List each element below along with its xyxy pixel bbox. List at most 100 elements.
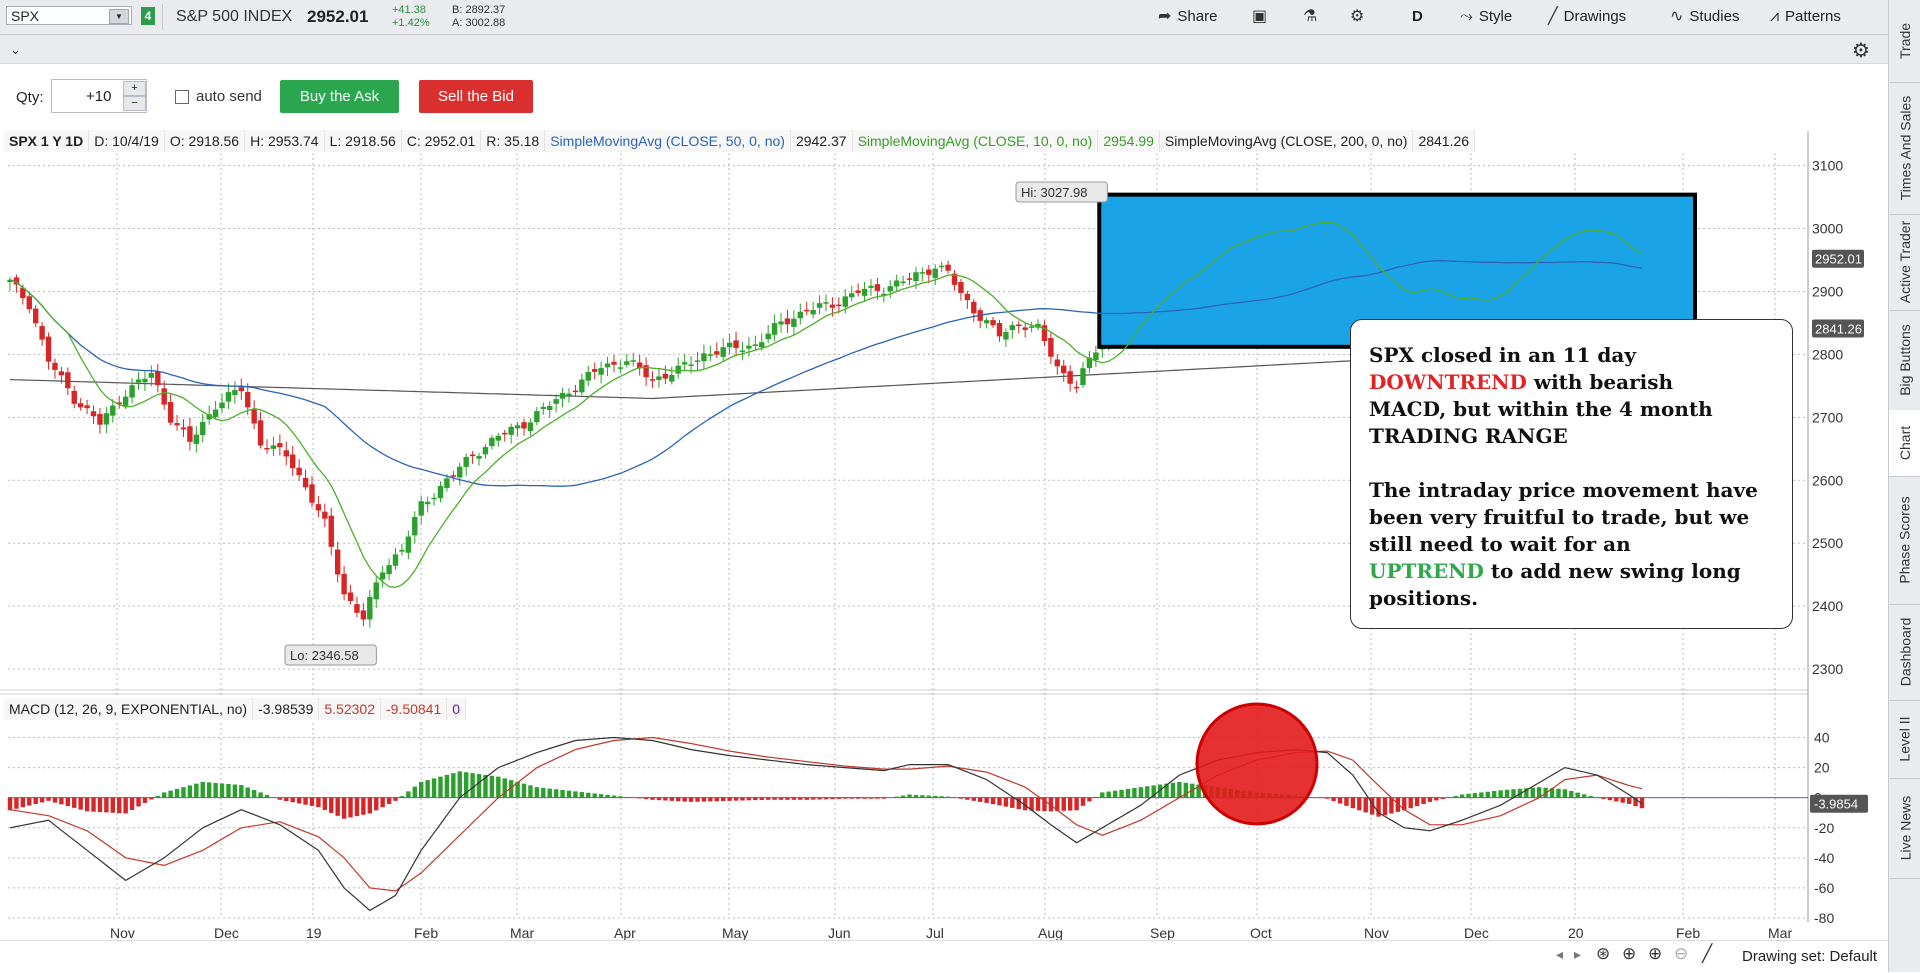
macd-hist-bar xyxy=(972,798,976,801)
sma10-label[interactable]: SimpleMovingAvg (CLOSE, 10, 0, no) xyxy=(853,130,1099,152)
aggregation-button[interactable]: D xyxy=(1412,5,1423,29)
reset-zoom-icon[interactable]: ⊛ xyxy=(1596,944,1610,964)
scroll-right-icon[interactable]: ▸ xyxy=(1574,946,1581,963)
side-tab-phase-scores[interactable]: Phase Scores xyxy=(1889,476,1920,605)
x-tick-label: Apr xyxy=(614,925,636,940)
annotation-box[interactable]: SPX closed in an 11 day DOWNTREND with b… xyxy=(1350,319,1793,629)
candle-body xyxy=(920,272,925,274)
macd-hist-bar xyxy=(1505,790,1509,798)
macd-hist-bar xyxy=(798,798,802,800)
chart-settings-gear-icon[interactable]: ⚙ xyxy=(1852,38,1870,63)
macd-hist-bar xyxy=(734,798,738,801)
qty-increment-button[interactable]: + xyxy=(123,81,146,96)
candle-body xyxy=(271,445,276,448)
macd-hist-bar xyxy=(1126,789,1130,798)
alerts-button[interactable]: ▣ xyxy=(1252,5,1267,29)
candle-body xyxy=(598,368,603,375)
side-tab-times-and-sales[interactable]: Times And Sales xyxy=(1889,82,1920,215)
period-label[interactable]: SPX 1 Y 1D xyxy=(4,130,89,152)
macd-hist-bar xyxy=(1383,798,1387,815)
macd-hist-bar xyxy=(1100,792,1104,797)
macd-hist-bar xyxy=(792,798,796,800)
drawing-tool-icon[interactable]: ╱ xyxy=(1702,944,1712,964)
macd-hist-bar xyxy=(1068,798,1072,811)
side-tab-live-news[interactable]: Live News xyxy=(1889,778,1920,879)
auto-send-checkbox[interactable] xyxy=(175,90,189,104)
sma200-label[interactable]: SimpleMovingAvg (CLOSE, 200, 0, no) xyxy=(1160,130,1414,152)
side-tab-active-trader[interactable]: Active Trader xyxy=(1889,214,1920,311)
share-button[interactable]: ➦Share xyxy=(1158,5,1217,29)
zoom-out-icon[interactable]: ⊖ xyxy=(1674,944,1688,964)
side-tab-level-ii[interactable]: Level II xyxy=(1889,700,1920,779)
candle-body xyxy=(483,447,488,454)
candle-body xyxy=(939,266,944,268)
candle-body xyxy=(341,574,346,594)
macd-hist-bar xyxy=(901,796,905,798)
style-button[interactable]: ⤳Style xyxy=(1460,5,1512,29)
macd-hist-bar xyxy=(573,791,577,797)
studies-icon: ∿ xyxy=(1670,5,1683,29)
macd-hist-bar xyxy=(548,789,552,798)
candle-body xyxy=(219,403,224,408)
toolbar-divider xyxy=(162,4,163,30)
macd-hist-bar xyxy=(554,789,558,797)
x-tick-label: Mar xyxy=(510,925,534,940)
chevron-down-icon[interactable]: ▼ xyxy=(109,9,129,24)
drawing-set-label[interactable]: Drawing set: Default xyxy=(1742,948,1877,965)
net-change: +41.38+1.42% xyxy=(392,4,430,30)
macd-hist-bar xyxy=(432,778,436,797)
link-badge[interactable]: 4 xyxy=(141,7,155,25)
studies-button[interactable]: ∿Studies xyxy=(1670,5,1739,29)
sma50-label[interactable]: SimpleMovingAvg (CLOSE, 50, 0, no) xyxy=(545,130,791,152)
sell-bid-button[interactable]: Sell the Bid xyxy=(419,80,533,113)
symbol-input[interactable]: SPX▼ xyxy=(6,6,132,25)
candle-body xyxy=(984,320,989,323)
macd-hist-bar xyxy=(136,798,140,807)
candle-body xyxy=(1022,327,1027,330)
macd-hist-bar xyxy=(342,798,346,819)
collapse-chevron-icon[interactable]: ⌄ xyxy=(10,42,21,58)
candle-body xyxy=(1016,325,1021,327)
candle-body xyxy=(708,354,713,356)
macd-hist-bar xyxy=(297,798,301,804)
macd-hist-bar xyxy=(175,789,179,798)
macd-hist-bar xyxy=(226,784,230,798)
candle-body xyxy=(926,270,931,275)
x-tick-label: Jul xyxy=(926,925,944,940)
side-tab-chart[interactable]: Chart xyxy=(1889,410,1920,477)
candle-body xyxy=(688,364,693,366)
macd-hist-bar xyxy=(1498,790,1502,797)
candle-body xyxy=(97,414,102,425)
macd-label[interactable]: MACD (12, 26, 9, EXPONENTIAL, no) xyxy=(4,698,253,720)
candle-body xyxy=(810,310,815,314)
macd-hist-bar xyxy=(438,777,442,798)
instrument-name: S&P 500 INDEX xyxy=(176,8,292,26)
side-tab-trade[interactable]: Trade xyxy=(1889,0,1920,83)
crosshair-icon[interactable]: ⊕ xyxy=(1622,944,1636,964)
macd-hist-bar xyxy=(785,798,789,800)
qty-decrement-button[interactable]: − xyxy=(123,96,146,111)
candle-body xyxy=(695,360,700,362)
scroll-left-icon[interactable]: ◂ xyxy=(1556,946,1563,963)
candle-body xyxy=(586,372,591,381)
macd-header: MACD (12, 26, 9, EXPONENTIAL, no) -3.985… xyxy=(4,698,466,720)
candle-body xyxy=(933,269,938,278)
side-tab-big-buttons[interactable]: Big Buttons xyxy=(1889,310,1920,411)
settings-button[interactable]: ⚙ xyxy=(1350,5,1364,29)
drawings-button[interactable]: ╱Drawings xyxy=(1548,5,1626,29)
candle-body xyxy=(451,475,456,477)
macd-hist-bar xyxy=(490,776,494,798)
side-tab-dashboard[interactable]: Dashboard xyxy=(1889,604,1920,701)
macd-hist-bar xyxy=(40,798,44,803)
candle-body xyxy=(361,610,366,619)
high-callout: Hi: 3027.98 xyxy=(1021,185,1088,200)
buy-ask-button[interactable]: Buy the Ask xyxy=(280,80,399,113)
patterns-button[interactable]: ⩘Patterns xyxy=(1770,5,1841,29)
lab-button[interactable]: ⚗ xyxy=(1303,5,1317,29)
candle-body xyxy=(573,391,578,393)
zoom-in-icon[interactable]: ⊕ xyxy=(1648,944,1662,964)
low-callout: Lo: 2346.58 xyxy=(290,648,359,663)
candle-body xyxy=(303,478,308,488)
candle-body xyxy=(245,392,250,407)
